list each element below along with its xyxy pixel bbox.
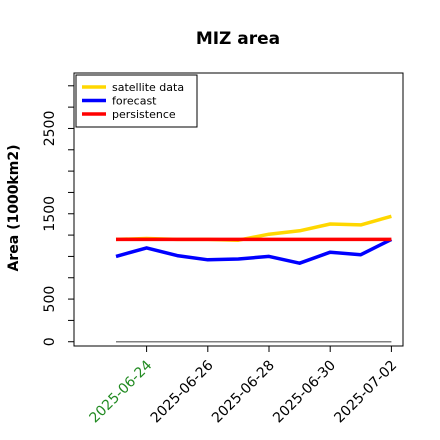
x-tick-label: 2025-06-26 [148, 357, 217, 426]
x-tick-label: 2025-06-24 [87, 357, 156, 426]
legend-label-forecast: forecast [112, 95, 157, 108]
chart-title: MIZ area [196, 29, 280, 49]
x-tick-label: 2025-06-28 [209, 358, 278, 427]
plot-frame [73, 72, 404, 347]
y-axis-label: Area (1000km2) [6, 145, 22, 272]
y-tick-label: 1500 [42, 196, 58, 232]
plot-area: 0500150025002025-06-242025-06-262025-06-… [42, 72, 404, 427]
series-line-satellite-data [115, 214, 392, 242]
series-line-forecast [115, 237, 393, 265]
y-tick-label: 0 [42, 337, 58, 346]
x-tick-label: 2025-07-02 [331, 358, 400, 427]
legend-label-persistence: persistence [112, 108, 176, 121]
legend-label-satellite-data: satellite data [112, 81, 184, 94]
y-tick-label: 500 [42, 286, 58, 313]
y-tick-label: 2500 [42, 111, 58, 147]
x-tick-label: 2025-06-30 [270, 358, 339, 427]
